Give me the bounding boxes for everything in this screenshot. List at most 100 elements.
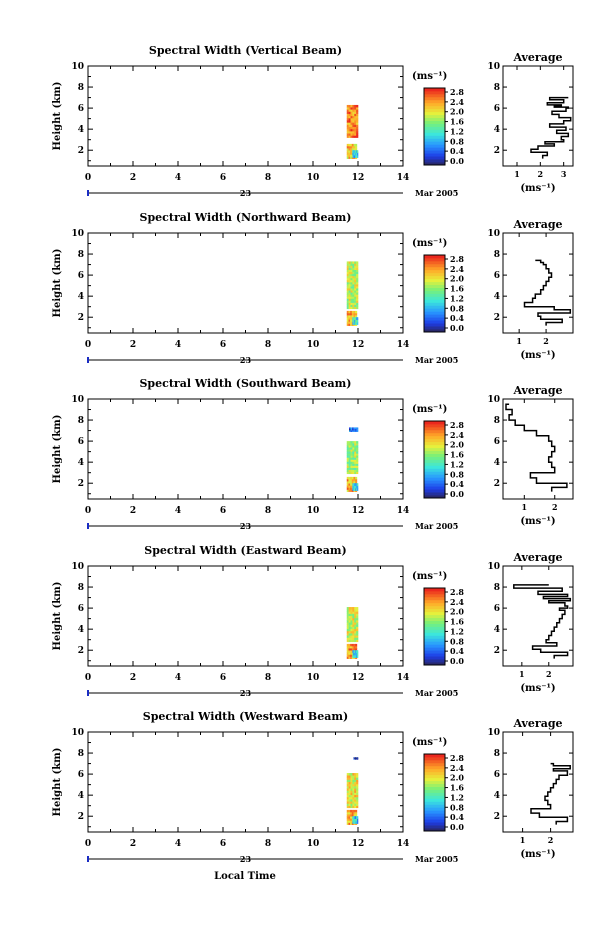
profile-y-tick-label: 6 <box>494 437 500 447</box>
profile-title: Average <box>512 51 562 64</box>
heatmap-cell <box>355 427 357 430</box>
heatmap-cell <box>354 302 357 305</box>
profile-x-tick-label: 2 <box>538 169 544 179</box>
heatmap-cell <box>350 812 353 815</box>
heatmap-cell <box>350 430 353 432</box>
heatmap-cell <box>355 655 357 658</box>
profile-line <box>523 259 572 326</box>
colorbar-tick-label: 0.0 <box>450 822 464 832</box>
heatmap-cell <box>354 469 357 472</box>
heatmap-cell <box>352 467 355 470</box>
colorbar-swatch <box>424 465 445 469</box>
heatmap-cell <box>356 107 359 110</box>
colorbar: (ms⁻¹) 0.00.40.81.21.62.02.42.8 <box>412 571 464 666</box>
heatmap-cell <box>355 150 357 153</box>
heatmap-cell <box>353 646 356 649</box>
colorbar-swatch <box>424 281 445 286</box>
heatmap-cell <box>356 794 359 798</box>
heatmap-cell <box>348 809 351 813</box>
heatmap-cell <box>350 156 353 159</box>
heatmap-cell <box>352 773 355 776</box>
heatmap-cell <box>348 104 351 108</box>
heatmap-cell <box>346 465 349 468</box>
heatmap-cell <box>352 626 355 630</box>
heatmap-cell <box>356 635 359 638</box>
heatmap-cell <box>353 758 355 760</box>
heatmap-cell <box>350 650 353 653</box>
colorbar-swatch <box>424 138 445 142</box>
heatmap-cell <box>350 820 353 823</box>
colorbar-swatch <box>424 99 445 104</box>
heatmap-cell <box>356 469 359 472</box>
colorbar-swatch <box>424 641 445 645</box>
x-tick-label: 14 <box>397 173 410 183</box>
heatmap-cell <box>356 152 358 156</box>
heatmap-cell <box>353 818 355 822</box>
heatmap-cell <box>348 457 351 460</box>
heatmap-cell <box>354 816 356 819</box>
y-tick-label: 2 <box>78 313 84 323</box>
colorbar-swatch <box>424 108 445 113</box>
heatmap-cell <box>346 609 349 612</box>
x-tick-label: 14 <box>397 839 410 849</box>
heatmap-cell <box>350 777 353 780</box>
heatmap-cell <box>356 294 359 297</box>
heatmap-cell <box>350 773 353 776</box>
heatmap <box>346 261 359 326</box>
heatmap-cell <box>354 273 357 277</box>
heatmap-cell <box>350 467 353 470</box>
heatmap-cell <box>348 292 351 295</box>
colorbar-unit: (ms⁻¹) <box>412 737 447 748</box>
heatmap-cell <box>346 646 349 649</box>
heatmap-cell <box>352 455 355 458</box>
heatmap-cell <box>346 812 349 815</box>
heatmap <box>346 607 359 659</box>
heatmap-cell <box>354 128 357 132</box>
heatmap-cell <box>355 319 357 323</box>
heatmap-cell <box>350 115 353 119</box>
heatmap-cell <box>350 626 353 630</box>
y-tick-label: 8 <box>78 416 84 426</box>
heatmap-cell <box>354 779 357 783</box>
heatmap-cell <box>348 304 351 308</box>
heatmap-cell <box>356 639 359 643</box>
colorbar-swatch <box>424 329 445 333</box>
heatmap-cell <box>351 812 354 815</box>
heatmap-cell <box>348 122 351 125</box>
heatmap-cell <box>348 290 351 293</box>
heatmap-cell <box>356 271 359 275</box>
colorbar-swatch <box>424 647 445 651</box>
y-tick-label: 10 <box>71 562 84 572</box>
heatmap-cell <box>350 111 353 114</box>
profile-x-tick-label: 2 <box>552 502 558 512</box>
heatmap-cell <box>346 111 349 114</box>
heatmap-cell <box>348 633 351 636</box>
heatmap-cell <box>348 459 351 462</box>
heatmap-cell <box>352 449 355 452</box>
colorbar-tick-label: 1.6 <box>450 783 464 793</box>
heatmap-cell <box>353 315 356 318</box>
x-tick-label: 10 <box>307 506 320 516</box>
heatmap-cell <box>352 483 354 486</box>
heatmap-cell <box>352 617 355 621</box>
heatmap-cell <box>348 463 351 466</box>
profile-y-tick-label: 8 <box>494 583 500 593</box>
profile-y-tick-label: 8 <box>494 416 500 426</box>
heatmap-cell <box>350 489 353 492</box>
heatmap-cell <box>352 607 355 610</box>
heatmap-cell <box>348 773 351 776</box>
heatmap-cell <box>355 821 357 824</box>
heatmap-cell <box>348 455 351 458</box>
heatmap-cell <box>346 315 349 318</box>
heatmap-cell <box>354 607 357 610</box>
heatmap-cell <box>346 150 349 153</box>
colorbar-tick-label: 2.4 <box>450 97 464 107</box>
colorbar-swatch <box>424 156 445 160</box>
heatmap-cell <box>346 128 349 132</box>
heatmap-cell <box>352 273 355 277</box>
heatmap-cell <box>357 150 359 153</box>
heatmap-cell <box>355 476 358 480</box>
heatmap-cell <box>350 296 353 299</box>
heatmap-cell <box>350 639 353 643</box>
